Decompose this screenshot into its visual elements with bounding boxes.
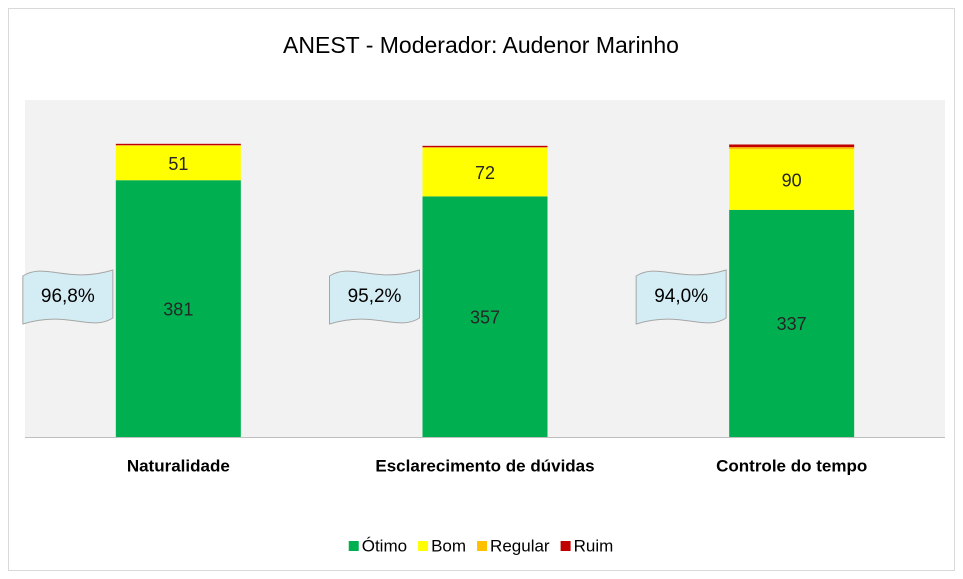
annotation: 96,8% xyxy=(41,286,95,307)
bar-segment xyxy=(115,145,241,146)
data-label: 337 xyxy=(777,314,807,334)
legend-label: Ótimo xyxy=(362,536,407,555)
x-tick-label: Naturalidade xyxy=(127,456,230,475)
bar-segment xyxy=(729,147,855,150)
data-label: 90 xyxy=(782,170,802,190)
bar-segment xyxy=(115,180,241,437)
bar-segment xyxy=(422,147,548,197)
legend-label: Regular xyxy=(490,536,550,555)
bar-segment xyxy=(422,147,548,148)
legend: Ótimo Bom Regular Ruim xyxy=(348,536,614,555)
x-tick-label: Controle do tempo xyxy=(716,456,867,475)
bar-segment xyxy=(729,149,855,210)
callout xyxy=(22,269,114,325)
bar-segment xyxy=(729,144,855,148)
legend-label: Ruim xyxy=(574,536,614,555)
bar-segment xyxy=(422,145,548,148)
callout xyxy=(329,269,420,325)
callout xyxy=(635,269,727,325)
bar-segment xyxy=(422,196,548,437)
bar-segment xyxy=(729,209,855,437)
x-tick-label: Esclarecimento de dúvidas xyxy=(375,456,594,475)
bar-segment xyxy=(115,143,241,146)
bar-segment xyxy=(115,145,241,181)
chart-title: ANEST - Moderador: Audenor Marinho xyxy=(283,32,679,58)
legend-swatch xyxy=(418,541,429,551)
data-label: 381 xyxy=(163,299,193,319)
annotation: 94,0% xyxy=(654,286,708,307)
legend-swatch xyxy=(477,541,488,551)
data-label: 72 xyxy=(475,163,495,183)
legend-swatch xyxy=(348,541,359,551)
data-label: 51 xyxy=(168,154,188,174)
annotation: 95,2% xyxy=(348,286,402,307)
legend-swatch xyxy=(560,541,571,551)
data-label: 357 xyxy=(470,307,500,327)
legend-label: Bom xyxy=(431,536,466,555)
